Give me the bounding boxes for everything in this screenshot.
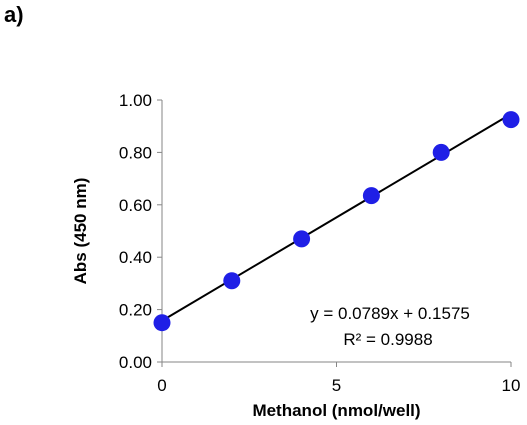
data-point bbox=[153, 314, 171, 332]
x-tick-label: 5 bbox=[332, 376, 341, 395]
data-point bbox=[432, 143, 450, 161]
x-axis-title: Methanol (nmol/well) bbox=[252, 401, 420, 420]
axes-group: 0.00 0.20 0.40 0.60 0.80 1.00 0 5 10 bbox=[119, 91, 521, 395]
x-tick-label: 10 bbox=[502, 376, 521, 395]
y-axis-title: Abs (450 nm) bbox=[71, 178, 90, 285]
labels-group: Methanol (nmol/well) Abs (450 nm) y = 0.… bbox=[71, 178, 470, 420]
r-squared-annotation: R² = 0.9988 bbox=[343, 330, 432, 349]
equation-annotation: y = 0.0789x + 0.1575 bbox=[310, 304, 470, 323]
y-tick-label: 0.40 bbox=[119, 248, 152, 267]
x-tick-label: 0 bbox=[157, 376, 166, 395]
y-tick-label: 0.00 bbox=[119, 353, 152, 372]
panel-label: a) bbox=[4, 2, 24, 27]
data-point bbox=[293, 230, 311, 248]
data-point bbox=[223, 272, 241, 290]
points-group bbox=[153, 111, 520, 332]
trendline bbox=[161, 113, 512, 322]
data-point bbox=[502, 111, 520, 129]
y-tick-label: 1.00 bbox=[119, 91, 152, 110]
y-tick-label: 0.80 bbox=[119, 143, 152, 162]
y-tick-label: 0.20 bbox=[119, 301, 152, 320]
trendline-group bbox=[161, 113, 512, 322]
y-tick-label: 0.60 bbox=[119, 196, 152, 215]
data-point bbox=[362, 187, 380, 205]
